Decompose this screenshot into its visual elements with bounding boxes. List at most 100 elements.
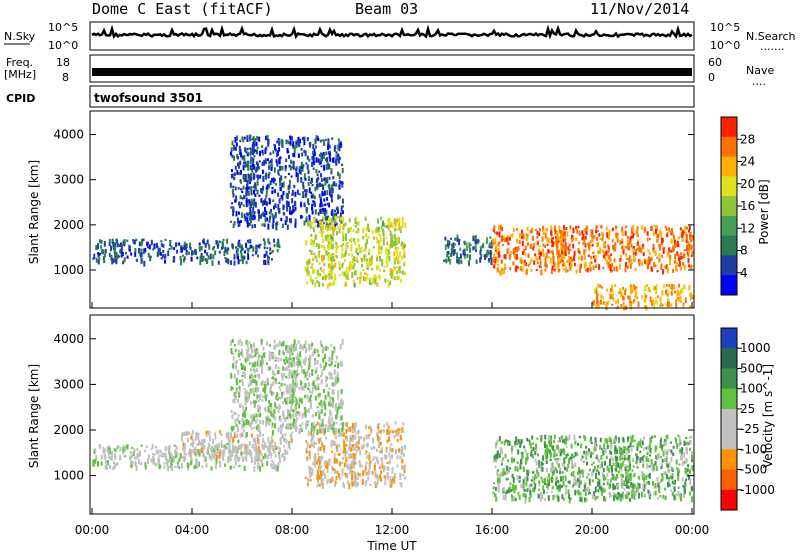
- heatmap-cell: [374, 481, 376, 484]
- heatmap-cell: [544, 245, 546, 248]
- heatmap-cell: [685, 447, 687, 452]
- heatmap-cell: [383, 429, 385, 432]
- heatmap-cell: [249, 375, 251, 379]
- heatmap-cell: [295, 426, 297, 432]
- heatmap-cell: [259, 451, 261, 454]
- heatmap-cell: [637, 456, 639, 460]
- heatmap-cell: [311, 343, 313, 347]
- heatmap-cell: [324, 473, 326, 479]
- heatmap-cell: [253, 155, 255, 157]
- heatmap-cell: [334, 210, 336, 212]
- heatmap-cell: [321, 233, 323, 238]
- heatmap-cell: [329, 145, 331, 149]
- heatmap-cell: [298, 340, 300, 344]
- heatmap-cell: [274, 416, 276, 420]
- heatmap-cell: [149, 256, 151, 262]
- heatmap-cell: [646, 456, 648, 462]
- heatmap-cell: [685, 479, 687, 482]
- heatmap-cell: [534, 253, 536, 256]
- heatmap-cell: [161, 453, 163, 458]
- heatmap-cell: [231, 155, 233, 158]
- heatmap-cell: [291, 375, 293, 378]
- heatmap-cell: [621, 246, 623, 250]
- heatmap-cell: [216, 451, 218, 455]
- heatmap-cell: [266, 185, 268, 190]
- heatmap-cell: [656, 466, 658, 471]
- heatmap-cell: [231, 350, 233, 354]
- heatmap-cell: [594, 466, 596, 469]
- heatmap-cell: [323, 218, 325, 221]
- heatmap-cell: [612, 245, 614, 250]
- heatmap-cell: [585, 231, 587, 234]
- heatmap-cell: [143, 261, 145, 267]
- heatmap-cell: [648, 458, 650, 462]
- heatmap-cell: [642, 244, 644, 247]
- heatmap-cell: [370, 426, 372, 428]
- heatmap-cell: [562, 254, 564, 260]
- heatmap-cell: [544, 498, 546, 500]
- heatmap-cell: [635, 460, 637, 464]
- heatmap-cell: [127, 255, 129, 258]
- heatmap-cell: [661, 238, 663, 244]
- heatmap-cell: [679, 464, 681, 466]
- heatmap-cell: [264, 241, 266, 246]
- heatmap-cell: [589, 242, 591, 248]
- heatmap-cell: [284, 433, 286, 436]
- heatmap-cell: [562, 439, 564, 442]
- heatmap-cell: [531, 435, 533, 439]
- heatmap-cell: [498, 252, 500, 257]
- heatmap-cell: [357, 472, 359, 476]
- heatmap-cell: [340, 217, 342, 220]
- heatmap-cell: [626, 485, 628, 488]
- heatmap-cell: [397, 253, 399, 258]
- heatmap-cell: [314, 142, 316, 144]
- heatmap-cell: [675, 267, 677, 271]
- heatmap-cell: [391, 454, 393, 458]
- heatmap-cell: [497, 473, 499, 477]
- heatmap-cell: [246, 340, 248, 345]
- heatmap-cell: [158, 248, 160, 252]
- heatmap-cell: [670, 304, 672, 307]
- heatmap-cell: [276, 159, 278, 163]
- heatmap-cell: [315, 412, 317, 416]
- heatmap-cell: [263, 213, 265, 217]
- heatmap-cell: [306, 189, 308, 192]
- heatmap-cell: [187, 463, 189, 469]
- heatmap-cell: [295, 413, 297, 417]
- heatmap-cell: [125, 252, 127, 254]
- heatmap-cell: [191, 250, 193, 256]
- heatmap-cell: [607, 245, 609, 247]
- heatmap-cell: [231, 410, 233, 413]
- heatmap-cell: [649, 448, 651, 454]
- heatmap-cell: [292, 141, 294, 146]
- heatmap-cell: [269, 253, 271, 255]
- heatmap-cell: [630, 305, 632, 310]
- heatmap-cell: [292, 348, 294, 350]
- heatmap-cell: [336, 459, 338, 462]
- heatmap-cell: [175, 466, 177, 468]
- heatmap-cell: [388, 461, 390, 464]
- heatmap-cell: [291, 198, 293, 203]
- heatmap-cell: [672, 247, 674, 253]
- heatmap-cell: [323, 165, 325, 171]
- heatmap-cell: [401, 242, 403, 245]
- heatmap-cell: [244, 391, 246, 394]
- heatmap-cell: [669, 259, 671, 265]
- heatmap-cell: [394, 476, 396, 478]
- heatmap-cell: [328, 254, 330, 258]
- heatmap-cell: [314, 203, 316, 207]
- heatmap-cell: [252, 246, 254, 252]
- heatmap-cell: [315, 234, 317, 240]
- heatmap-cell: [266, 461, 268, 466]
- heatmap-cell: [269, 355, 271, 360]
- heatmap-cell: [335, 436, 337, 440]
- heatmap-cell: [323, 154, 325, 159]
- heatmap-cell: [524, 498, 526, 504]
- heatmap-cell: [186, 243, 188, 248]
- heatmap-cell: [357, 228, 359, 231]
- heatmap-cell: [489, 246, 491, 248]
- heatmap-cell: [325, 250, 327, 255]
- heatmap-cell: [499, 478, 501, 484]
- heatmap-cell: [687, 464, 689, 467]
- heatmap-cell: [521, 439, 523, 444]
